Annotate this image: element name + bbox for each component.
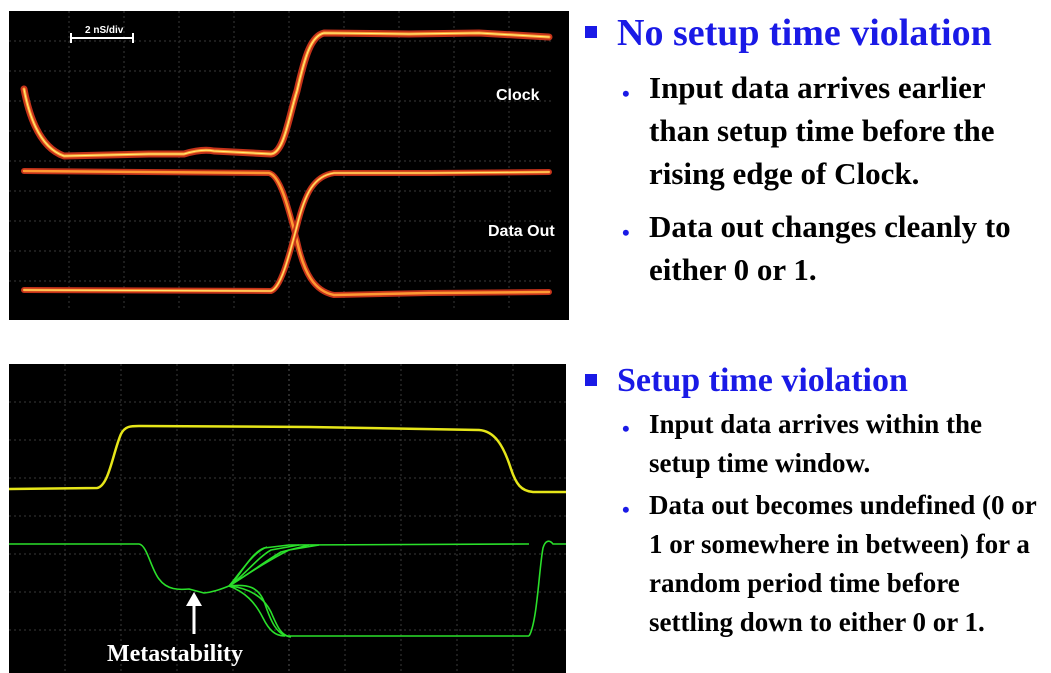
list-item: • Data out changes cleanly to either 0 o… (580, 205, 1050, 291)
timescale-label: 2 nS/div (85, 25, 124, 36)
clock-trace (20, 29, 553, 160)
scope-no-violation: 2 nS/div Clock Data Out (9, 11, 569, 320)
timescale-marker (70, 33, 134, 43)
bullet-list: • Input data arrives earlier than setup … (580, 66, 1050, 291)
bullet-text: Input data arrives earlier than setup ti… (649, 70, 995, 191)
output-traces (9, 540, 566, 638)
heading-text: No setup time violation (617, 12, 992, 54)
bullet-dot-icon: • (622, 416, 630, 441)
metastability-label: Metastability (107, 641, 243, 667)
bullet-list: • Input data arrives within the setup ti… (580, 405, 1050, 642)
list-item: • Data out becomes undefined (0 or 1 or … (580, 486, 1050, 642)
square-bullet-icon (585, 26, 597, 38)
list-item: • Input data arrives within the setup ti… (580, 405, 1050, 483)
bullet-text: Input data arrives within the setup time… (649, 409, 983, 478)
bullet-dot-icon: • (622, 497, 630, 522)
bullet-dot-icon: • (622, 220, 630, 245)
bullet-dot-icon: • (622, 81, 630, 106)
scope-top-grid (9, 11, 554, 311)
dataout-label: Data Out (488, 223, 555, 240)
list-item: • Input data arrives earlier than setup … (580, 66, 1050, 195)
bullet-text: Data out becomes undefined (0 or 1 or so… (649, 490, 1037, 637)
input-trace (9, 424, 566, 494)
heading-violation: Setup time violation (580, 360, 1050, 402)
heading-no-violation: No setup time violation (580, 10, 1050, 56)
scope-bottom-waveforms (9, 364, 566, 673)
panel-violation: Setup time violation • Input data arrive… (580, 360, 1050, 642)
scope-bottom-grid (9, 364, 566, 673)
scope-top-waveforms (9, 11, 554, 311)
square-bullet-icon (585, 374, 597, 386)
clock-label: Clock (496, 87, 540, 104)
metastability-arrow-icon (186, 592, 202, 634)
heading-text: Setup time violation (617, 362, 908, 399)
scope-violation: Metastability (9, 364, 566, 673)
panel-no-violation: No setup time violation • Input data arr… (580, 10, 1050, 291)
dataout-trace (21, 168, 552, 298)
bullet-text: Data out changes cleanly to either 0 or … (649, 209, 1011, 287)
